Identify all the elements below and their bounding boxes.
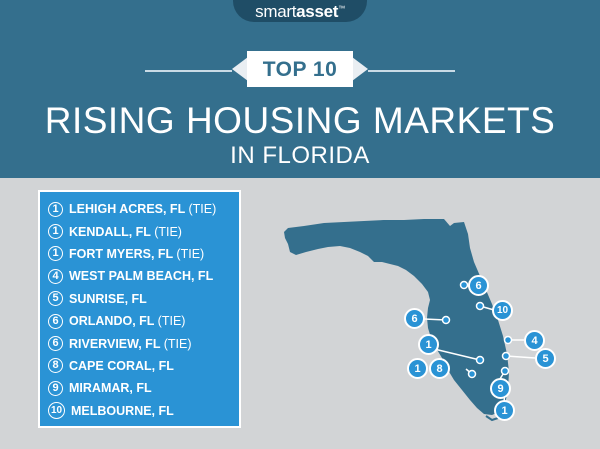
city-label: LEHIGH ACRES, FL (TIE) (69, 202, 217, 217)
city-label: MELBOURNE, FL (71, 403, 174, 418)
trademark-mark: ™ (338, 5, 345, 13)
map-pin: 9 (490, 378, 511, 399)
rank-badge: 4 (48, 268, 63, 284)
list-item: 6 ORLANDO, FL (TIE) (40, 310, 239, 332)
brand-name-light: smart (255, 2, 297, 21)
list-item: 4 WEST PALM BEACH, FL (40, 265, 239, 287)
map-pin: 1 (494, 400, 515, 421)
map-pin: 1 (407, 358, 428, 379)
rank-badge: 10 (48, 402, 65, 420)
dot-riverview (441, 315, 451, 325)
ribbon-tail-right (352, 57, 368, 81)
ranking-list: 1 LEHIGH ACRES, FL (TIE) 1 KENDALL, FL (… (38, 190, 241, 428)
rank-badge: 6 (48, 313, 63, 329)
brand-name: smartasset™ (233, 2, 367, 22)
map-pin: 4 (524, 330, 545, 351)
map-pin: 1 (418, 334, 439, 355)
city-label: FORT MYERS, FL (TIE) (69, 246, 205, 261)
header-banner: smartasset™ TOP 10 RISING HOUSING MARKET… (0, 0, 600, 178)
city-label: SUNRISE, FL (69, 291, 147, 306)
map-pin: 6 (404, 308, 425, 329)
florida-keys (485, 415, 499, 422)
page-title: RISING HOUSING MARKETS (44, 100, 556, 141)
page-subtitle: IN FLORIDA (230, 142, 370, 169)
brand-logo: smartasset™ (233, 0, 367, 22)
map-pin: 6 (468, 275, 489, 296)
dot-melbourne (475, 301, 485, 311)
map-pin: 10 (492, 300, 513, 321)
dot-westpalm (503, 335, 513, 345)
brand-name-bold: asset (296, 2, 339, 21)
divider-right (368, 70, 455, 72)
rank-badge: 1 (48, 224, 63, 240)
top10-badge: TOP 10 (247, 51, 353, 87)
dot-orlando (459, 280, 469, 290)
dot-miramar (500, 366, 510, 376)
dot-sunrise (501, 351, 511, 361)
ribbon-tail-left (232, 57, 248, 81)
list-item: 1 KENDALL, FL (TIE) (40, 220, 239, 242)
rank-badge: 9 (48, 380, 63, 396)
rank-badge: 6 (48, 336, 63, 352)
list-item: 5 SUNRISE, FL (40, 288, 239, 310)
rank-badge: 8 (48, 358, 63, 374)
rank-badge: 1 (48, 201, 63, 217)
list-item: 1 LEHIGH ACRES, FL (TIE) (40, 198, 239, 220)
city-label: WEST PALM BEACH, FL (69, 269, 214, 284)
list-item: 8 CAPE CORAL, FL (40, 355, 239, 377)
city-label: MIRAMAR, FL (69, 381, 152, 396)
florida-outline (284, 219, 509, 415)
map-pin: 5 (535, 348, 556, 369)
city-label: ORLANDO, FL (TIE) (69, 314, 186, 329)
rank-badge: 5 (48, 291, 63, 307)
florida-shape (284, 219, 536, 422)
florida-map: 6 10 6 1 4 5 1 8 9 1 (284, 208, 584, 428)
list-item: 6 RIVERVIEW, FL (TIE) (40, 332, 239, 354)
dot-lehigh (475, 355, 485, 365)
city-label: CAPE CORAL, FL (69, 358, 174, 373)
city-label: RIVERVIEW, FL (TIE) (69, 336, 192, 351)
badge-label: TOP 10 (262, 58, 338, 81)
list-item: 1 FORT MYERS, FL (TIE) (40, 243, 239, 265)
list-item: 10 MELBOURNE, FL (40, 400, 239, 422)
dot-fortmyers (467, 369, 477, 379)
divider-left (145, 70, 232, 72)
map-pin: 8 (429, 358, 450, 379)
rank-badge: 1 (48, 246, 63, 262)
connector-lehigh (429, 347, 481, 361)
connector-sunrise (505, 355, 536, 359)
list-item: 9 MIRAMAR, FL (40, 377, 239, 399)
city-label: KENDALL, FL (TIE) (69, 224, 182, 239)
